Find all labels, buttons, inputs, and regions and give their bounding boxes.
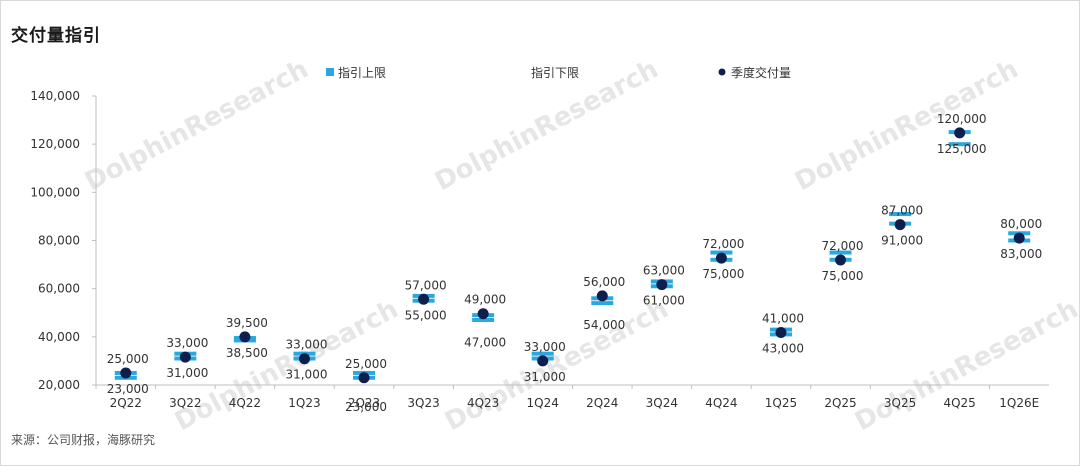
delivery-point xyxy=(179,351,191,363)
delivery-point xyxy=(715,252,727,264)
data-label: 120,000 xyxy=(937,112,987,126)
delivery-point xyxy=(239,331,251,343)
data-label: 43,000 xyxy=(762,341,804,355)
delivery-point xyxy=(596,290,608,302)
delivery-point xyxy=(418,293,430,305)
x-tick-label: 2Q23 xyxy=(348,396,380,410)
data-label: 33,000 xyxy=(285,338,327,352)
x-tick-label: 3Q25 xyxy=(884,396,916,410)
data-label: 23,000 xyxy=(345,400,387,414)
y-tick-label: 60,000 xyxy=(38,282,80,296)
legend-label: 指引上限 xyxy=(338,65,386,80)
y-tick-label: 20,000 xyxy=(38,378,80,392)
delivery-point xyxy=(656,279,668,291)
y-tick-label: 100,000 xyxy=(30,185,80,199)
data-label: 72,000 xyxy=(702,237,744,251)
data-label: 83,000 xyxy=(1000,247,1042,261)
delivery-point xyxy=(775,326,787,338)
data-label: 39,500 xyxy=(226,316,268,330)
data-label: 61,000 xyxy=(643,294,685,308)
x-tick-label: 4Q22 xyxy=(229,396,261,410)
delivery-point xyxy=(835,254,847,266)
x-tick-label: 3Q22 xyxy=(169,396,201,410)
x-tick-label: 2Q25 xyxy=(824,396,856,410)
x-tick-label: 3Q23 xyxy=(407,396,439,410)
data-label: 75,000 xyxy=(702,267,744,281)
x-tick-label: 2Q22 xyxy=(110,396,142,410)
legend-label: 指引下限 xyxy=(531,65,579,80)
chart-title: 交付量指引 xyxy=(11,26,101,46)
data-label: 33,000 xyxy=(524,340,566,354)
data-label: 33,000 xyxy=(166,336,208,350)
data-label: 47,000 xyxy=(464,336,506,350)
delivery-point xyxy=(537,355,549,367)
data-label: 31,000 xyxy=(285,368,327,382)
data-label: 49,000 xyxy=(464,293,506,307)
x-tick-label: 1Q24 xyxy=(527,396,559,410)
x-tick-label: 4Q25 xyxy=(943,396,975,410)
data-label: 23,000 xyxy=(107,382,149,396)
source-note: 来源：公司财报，海豚研究 xyxy=(11,433,156,447)
data-label: 41,000 xyxy=(762,311,804,325)
watermark-text: DolphinResearch xyxy=(790,54,1023,197)
delivery-point xyxy=(358,372,370,384)
delivery-point xyxy=(1013,232,1025,244)
data-label: 80,000 xyxy=(1000,217,1042,231)
data-label: 31,000 xyxy=(166,366,208,380)
legend-swatch-actual xyxy=(718,68,726,76)
delivery-point xyxy=(298,353,310,365)
data-label: 55,000 xyxy=(405,308,447,322)
delivery-point xyxy=(120,367,132,379)
y-tick-label: 80,000 xyxy=(38,234,80,248)
data-label: 72,000 xyxy=(822,239,864,253)
guidance-lower-mark xyxy=(472,317,495,322)
data-label: 56,000 xyxy=(583,275,625,289)
legend-swatch-upper xyxy=(326,68,334,76)
delivery-point xyxy=(954,127,966,139)
data-label: 75,000 xyxy=(822,269,864,283)
guidance-upper-mark xyxy=(889,212,912,217)
y-tick-label: 120,000 xyxy=(30,137,80,151)
watermark-text: DolphinResearch xyxy=(850,294,1079,437)
data-label: 87,000 xyxy=(881,204,923,218)
data-label: 38,500 xyxy=(226,346,268,360)
delivery-point xyxy=(477,308,489,320)
data-label: 63,000 xyxy=(643,264,685,278)
delivery-point xyxy=(894,219,906,231)
data-label: 91,000 xyxy=(881,234,923,248)
x-tick-label: 3Q24 xyxy=(646,396,678,410)
x-tick-label: 2Q24 xyxy=(586,396,618,410)
data-label: 54,000 xyxy=(583,318,625,332)
x-tick-label: 4Q23 xyxy=(467,396,499,410)
data-label: 25,000 xyxy=(345,357,387,371)
y-tick-label: 40,000 xyxy=(38,330,80,344)
guidance-lower-mark xyxy=(948,142,971,147)
data-label: 57,000 xyxy=(405,278,447,292)
guidance-upper-mark xyxy=(829,250,852,255)
guidance-lower-mark xyxy=(591,301,614,306)
x-tick-label: 1Q26E xyxy=(999,396,1039,410)
x-tick-label: 1Q25 xyxy=(765,396,797,410)
x-tick-label: 4Q24 xyxy=(705,396,737,410)
data-label: 25,000 xyxy=(107,352,149,366)
x-tick-label: 1Q23 xyxy=(288,396,320,410)
data-label: 31,000 xyxy=(524,370,566,384)
legend-label: 季度交付量 xyxy=(731,65,791,80)
data-label: 125,000 xyxy=(937,142,987,156)
guidance-upper-mark xyxy=(710,250,733,255)
guidance-upper-mark xyxy=(531,351,554,356)
y-tick-label: 140,000 xyxy=(30,89,80,103)
watermark-text: DolphinResearch xyxy=(80,54,313,197)
